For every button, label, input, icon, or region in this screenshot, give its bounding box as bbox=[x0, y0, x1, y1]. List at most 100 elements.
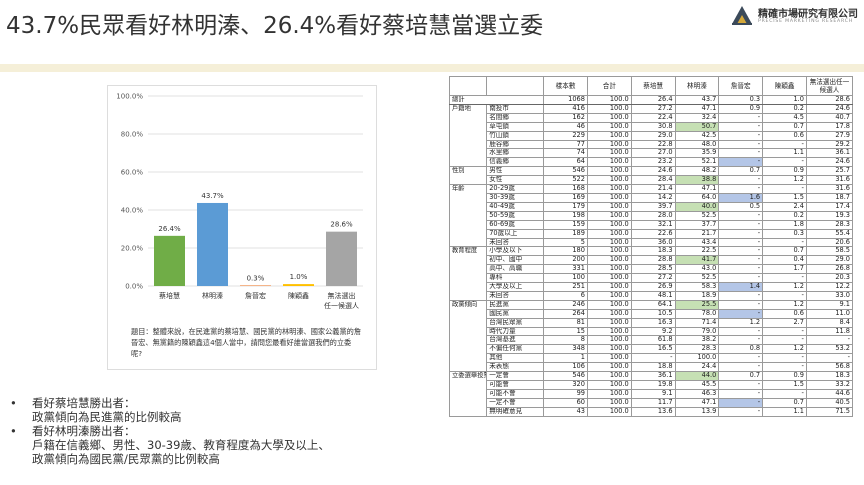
table-header-row: 樣本數 合計 蔡培慧 林明溱 詹晉宏 陳穎鑫 無法選出任一候選人 bbox=[448, 76, 854, 96]
table-cell: 1.7 bbox=[762, 264, 807, 275]
table-cell: 78.0 bbox=[674, 308, 720, 319]
row-label: 草屯鎮 bbox=[486, 121, 545, 132]
column-header: 合計 bbox=[586, 76, 632, 96]
table-cell: 100.0 bbox=[586, 406, 632, 417]
row-label: 信義鄉 bbox=[486, 157, 545, 168]
table-cell: - bbox=[718, 175, 764, 186]
table-cell: 100.0 bbox=[586, 148, 632, 159]
table-row: 名間鄉 162 100.0 22.4 32.4-4.5 40.7 bbox=[450, 112, 854, 123]
finding-text: 看好蔡培慧勝出者： bbox=[32, 396, 136, 410]
y-tick-label: 40.0% bbox=[121, 207, 144, 215]
table-cell: 31.6 bbox=[805, 175, 854, 186]
table-cell: 40.0 bbox=[674, 201, 720, 212]
table-cell: 100.0 bbox=[586, 237, 632, 248]
table-cell: 74 bbox=[543, 148, 588, 159]
x-tick-label: 任一候選人 bbox=[324, 301, 359, 310]
row-label: 無明確意見 bbox=[486, 406, 545, 417]
table-row: 鹿谷鄉 77 100.0 22.8 48.0- -29.2 bbox=[450, 139, 854, 150]
row-label: 鹿谷鄉 bbox=[486, 139, 545, 150]
table-row: 台灣基進 8 100.0 61.8 38.2- - - bbox=[450, 335, 854, 346]
chart-panel: 0.0% 20.0% 40.0% 60.0% 80.0% 100.0% 26.4% 蔡培慧 43… bbox=[107, 85, 377, 370]
table-cell: - bbox=[805, 335, 854, 346]
table-row: 70歲以上 189 100.0 22.6 21.7-0.3 55.4 bbox=[450, 228, 854, 239]
table-cell: - bbox=[718, 264, 764, 275]
table-cell: 15 bbox=[543, 326, 588, 337]
table-cell: 22.5 bbox=[674, 246, 720, 257]
bar bbox=[197, 202, 228, 286]
table-cell: 13.9 bbox=[674, 406, 720, 417]
table-cell: 546 bbox=[543, 166, 588, 177]
row-label: 國民黨 bbox=[486, 308, 545, 319]
table-cell: 348 bbox=[543, 344, 588, 355]
table-cell: 100.0 bbox=[586, 397, 632, 408]
table-cell: 81 bbox=[543, 317, 588, 328]
table-cell: 1.4 bbox=[718, 282, 764, 292]
row-label: 70歲以上 bbox=[486, 228, 545, 239]
table-cell: 100 bbox=[543, 273, 588, 284]
table-row: 戶籍地 南投市 416 100.0 27.2 47.1 0.9 0.2 24.6 bbox=[448, 103, 854, 168]
question-text: 題目：整體來說，在民進黨的蔡培慧、國民黨的林明溱、國家公義黨的詹晉宏、無黨籍的陳… bbox=[131, 327, 362, 358]
table-cell: 10.5 bbox=[630, 308, 676, 319]
table-cell: 100.0 bbox=[586, 371, 632, 381]
table-cell: 100.0 bbox=[586, 184, 632, 194]
bar bbox=[283, 284, 314, 286]
table-cell: 36.1 bbox=[805, 148, 854, 159]
table-cell: 52.1 bbox=[674, 157, 720, 168]
table-cell: - bbox=[718, 335, 764, 346]
table-cell: 8 bbox=[543, 335, 588, 346]
table-cell: 55.4 bbox=[805, 228, 854, 239]
table-cell: 1.1 bbox=[762, 148, 807, 159]
table-row: 大學及以上 251 100.0 26.9 58.3 1.4 1.2 12.2 bbox=[450, 282, 854, 292]
table-cell: - bbox=[718, 148, 764, 159]
table-cell: - bbox=[718, 299, 764, 310]
table-cell: 1.5 bbox=[762, 380, 807, 390]
x-tick-label: 蔡培慧 bbox=[159, 291, 180, 300]
table-cell: 58.3 bbox=[674, 282, 720, 292]
table-cell: 23.2 bbox=[630, 157, 676, 168]
y-tick-label: 100.0% bbox=[116, 93, 143, 101]
table-cell: 0.7 bbox=[718, 371, 764, 381]
table-cell: 36.1 bbox=[630, 371, 676, 381]
table-cell: 18.9 bbox=[674, 290, 720, 301]
row-label: 未表態 bbox=[486, 362, 545, 373]
table-cell: 331 bbox=[543, 264, 588, 275]
row-label: 民進黨 bbox=[486, 299, 545, 310]
table-cell: 6 bbox=[543, 290, 588, 301]
table-cell: - bbox=[718, 406, 764, 417]
bullet-dot-icon: • bbox=[10, 396, 17, 410]
table-cell: 0.7 bbox=[762, 246, 807, 257]
table-cell: 33.2 bbox=[805, 380, 854, 390]
row-label: 大學及以上 bbox=[486, 282, 545, 292]
row-label: 初中、國中 bbox=[486, 255, 545, 266]
table-cell: 52.5 bbox=[674, 273, 720, 284]
table-cell: 60 bbox=[543, 397, 588, 408]
table-cell: 71.4 bbox=[674, 317, 720, 328]
table-cell: - bbox=[762, 353, 807, 364]
table-row: 50-59歲 198 100.0 28.0 52.5-0.2 19.3 bbox=[450, 210, 854, 221]
table-cell: 0.2 bbox=[762, 103, 807, 114]
table-row: 立委選舉投票意願一定會546100.036.144.00.70.918.3 bbox=[448, 371, 854, 417]
finding-detail: 戶籍在信義鄉、男性、30-39歲、教育程度為大學及以上、 bbox=[8, 438, 330, 452]
row-label: 名間鄉 bbox=[486, 112, 545, 123]
table-cell: 48.0 bbox=[674, 139, 720, 150]
row-label: 南投市 bbox=[486, 103, 545, 114]
table-cell: 1068 bbox=[543, 95, 588, 105]
finding-text: 政黨傾向為國民黨/民眾黨的比例較高 bbox=[32, 452, 220, 466]
row-label: 一定不會 bbox=[486, 397, 545, 408]
table-cell: 16.3 bbox=[630, 317, 676, 328]
table-row: 其他 1 100.0-100.0- - - bbox=[450, 353, 854, 364]
row-label: 不偏任何黨 bbox=[486, 344, 545, 355]
column-header: 陳穎鑫 bbox=[762, 76, 807, 96]
data-label: 43.7% bbox=[201, 192, 224, 200]
table-row: 性別 男性 546 100.0 24.6 48.2 0.7 0.9 25.7 bbox=[448, 166, 854, 186]
table-cell: 246 bbox=[543, 299, 588, 310]
table-cell: 1.1 bbox=[762, 406, 807, 417]
table-cell: 546 bbox=[543, 371, 588, 381]
table-cell: 159 bbox=[543, 219, 588, 230]
table-cell: 100.0 bbox=[586, 380, 632, 390]
table-cell: 28.0 bbox=[630, 210, 676, 221]
table-row: 女性 522 100.0 28.4 38.8-1.2 31.6 bbox=[450, 175, 854, 186]
table-row: 初中、國中 200 100.0 28.8 41.7-0.4 29.0 bbox=[450, 255, 854, 266]
column-header: 無法選出任一候選人 bbox=[805, 76, 854, 96]
table-cell: 18.3 bbox=[805, 371, 854, 381]
